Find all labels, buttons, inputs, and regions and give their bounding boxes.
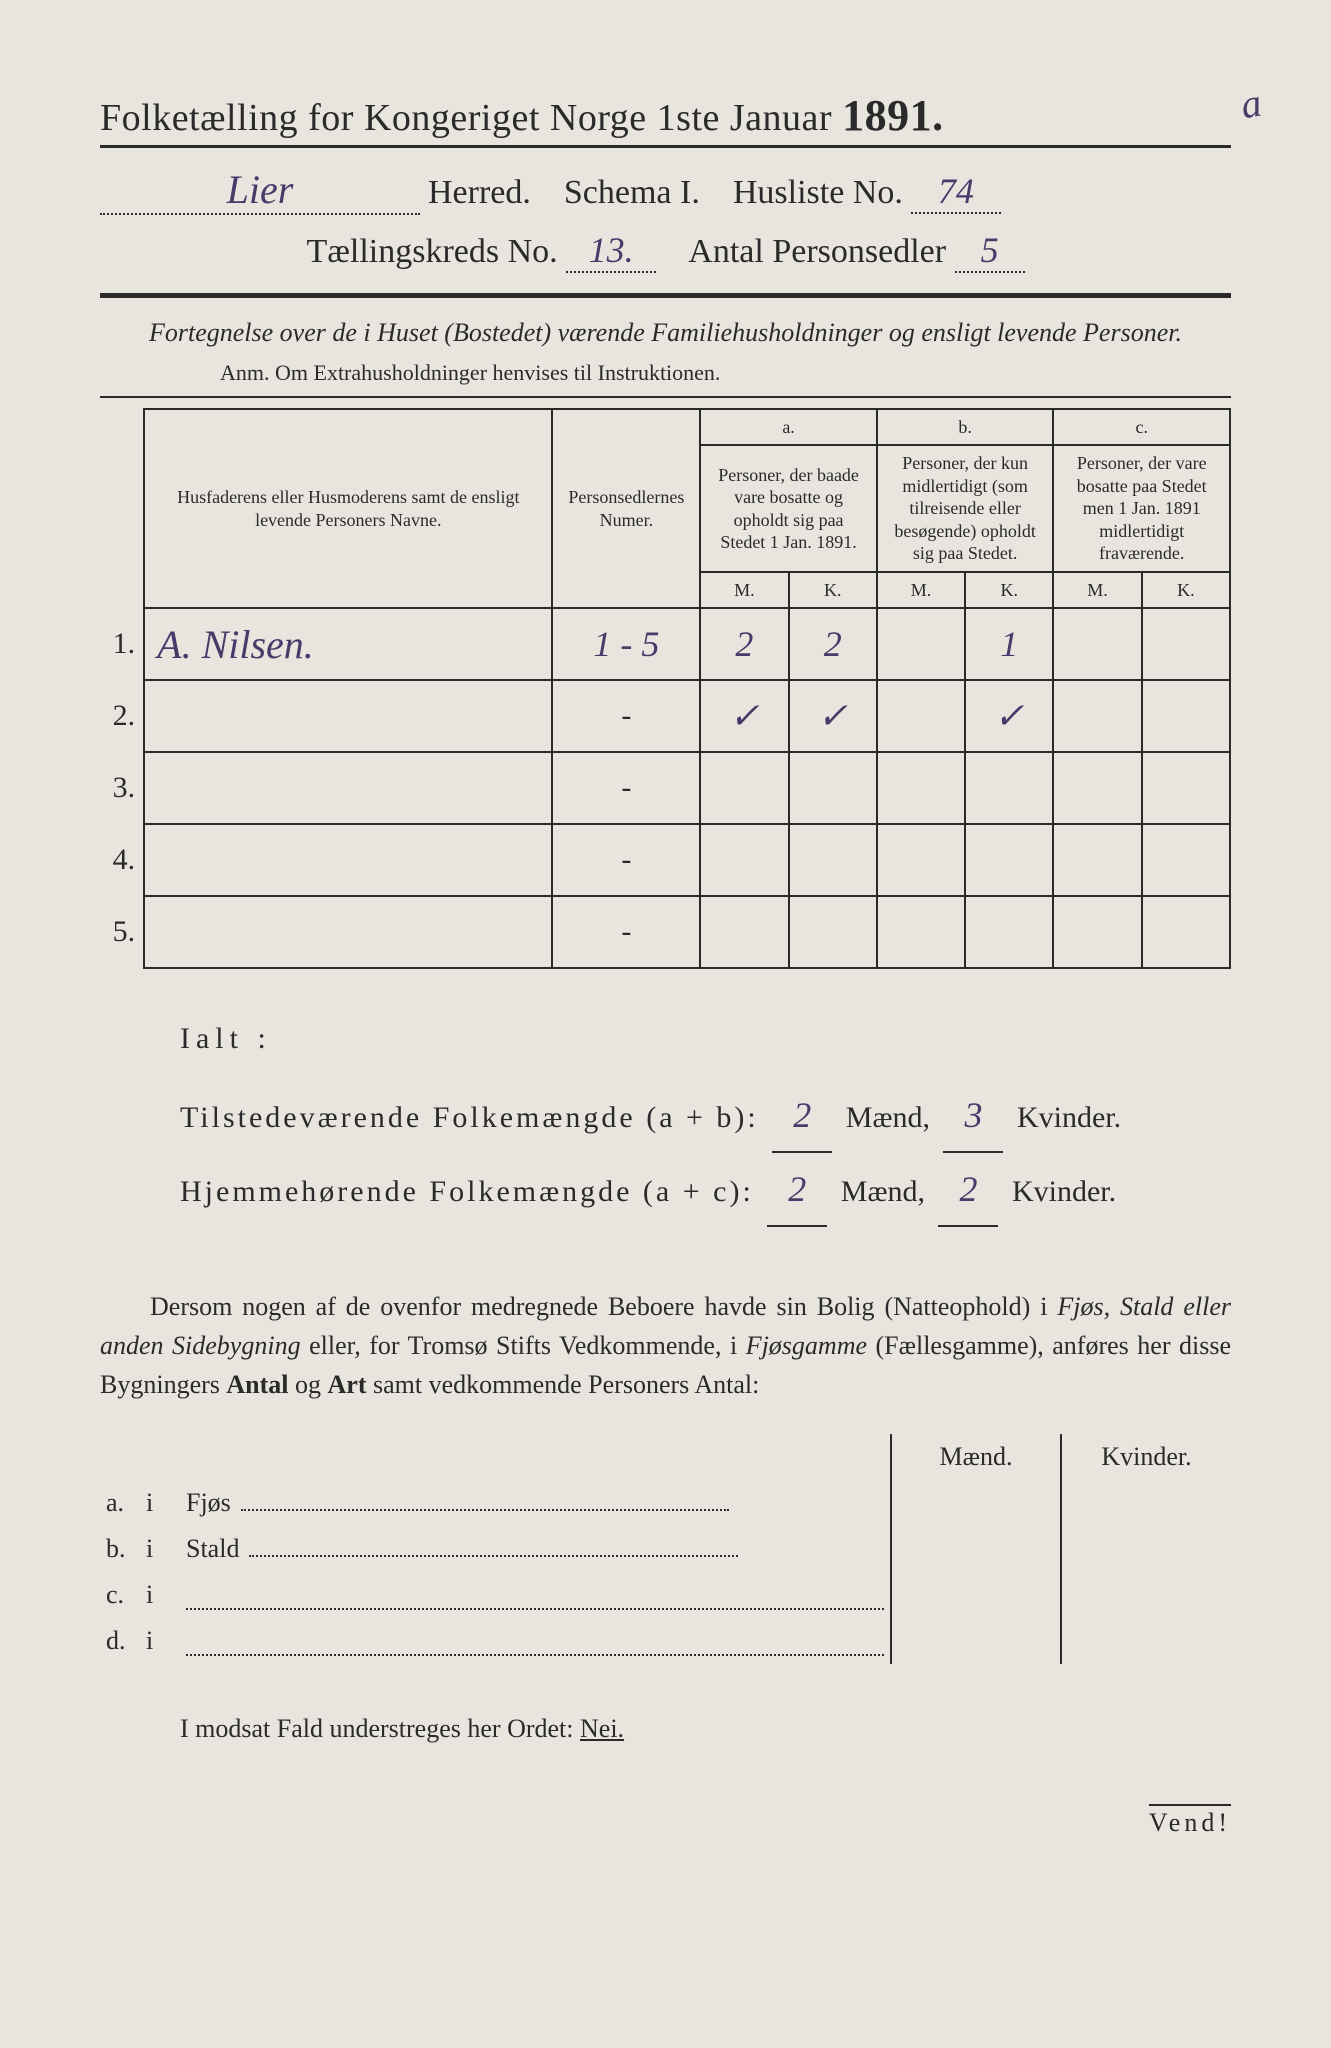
table-row: 2. - ✓ ✓ ✓: [100, 680, 1230, 752]
personsedler-handwritten: 5: [981, 230, 999, 270]
husliste-label: Husliste No.: [733, 174, 903, 212]
col-c-label: c.: [1053, 409, 1230, 446]
col-c-m: M.: [1053, 572, 1141, 609]
row-num: 2.: [100, 680, 144, 752]
row-numer: -: [621, 915, 631, 948]
kreds-no-handwritten: 13.: [589, 230, 634, 270]
ialt-label: Ialt :: [180, 1009, 1231, 1069]
husliste-no-handwritten: 74: [938, 171, 974, 211]
ialt-ac-maend: 2: [788, 1169, 806, 1209]
col-numer-header: Personsedlernes Numer.: [552, 409, 700, 609]
row-numer: -: [621, 843, 631, 876]
herred-line: Lier Herred. Schema I. Husliste No. 74: [100, 166, 1231, 215]
table-row: 3. -: [100, 752, 1230, 824]
col-c-desc: Personer, der vare bosatte paa Stedet me…: [1053, 445, 1230, 572]
sb-kvinder-header: Kvinder.: [1061, 1434, 1231, 1480]
col-a-m: M.: [700, 572, 788, 609]
fortegnelse-subtitle: Fortegnelse over de i Huset (Bostedet) v…: [100, 316, 1231, 350]
sidebygning-table: Mænd. Kvinder. a. i Fjøs b. i Stald c. i: [100, 1434, 1231, 1664]
col-b-desc: Personer, der kun midlertidigt (som tilr…: [877, 445, 1054, 572]
row-num: 5.: [100, 896, 144, 968]
sb-row: c. i: [100, 1572, 1231, 1618]
row-num: 4.: [100, 824, 144, 896]
anm-note: Anm. Om Extrahusholdninger henvises til …: [100, 360, 1231, 386]
tilstedevaerende-line: Tilstedeværende Folkemængde (a + b): 2 M…: [180, 1079, 1231, 1153]
ialt-block: Ialt : Tilstedeværende Folkemængde (a + …: [100, 1009, 1231, 1227]
sb-row: a. i Fjøs: [100, 1480, 1231, 1526]
col-c-k: K.: [1142, 572, 1230, 609]
hjemmehoerende-line: Hjemmehørende Folkemængde (a + c): 2 Mæn…: [180, 1153, 1231, 1227]
col-a-desc: Personer, der baade vare bosatte og opho…: [700, 445, 877, 572]
col-name-header: Husfaderens eller Husmoderens samt de en…: [144, 409, 552, 609]
col-a-k: K.: [789, 572, 877, 609]
col-b-m: M.: [877, 572, 965, 609]
col-a-label: a.: [700, 409, 877, 446]
modsat-line: I modsat Fald understreges her Ordet: Ne…: [100, 1714, 1231, 1744]
row-num: 3.: [100, 752, 144, 824]
row-numer: -: [621, 699, 631, 732]
table-row: 4. -: [100, 824, 1230, 896]
table-row: 1. A. Nilsen. 1 - 5 2 2 1: [100, 608, 1230, 680]
col-b-label: b.: [877, 409, 1054, 446]
kreds-line: Tællingskreds No. 13. Antal Personsedler…: [100, 229, 1231, 273]
vend-label: Vend!: [1149, 1804, 1231, 1838]
kreds-label: Tællingskreds No.: [306, 233, 557, 270]
row-a-k: 2: [824, 624, 842, 664]
row-b-k: ✓: [994, 696, 1024, 736]
nei-underlined: Nei.: [580, 1714, 624, 1743]
row-numer: -: [621, 771, 631, 804]
row-numer: 1 - 5: [593, 624, 659, 664]
title-prefix: Folketælling for Kongeriget Norge 1ste J…: [100, 97, 832, 139]
ialt-ab-kvinder: 3: [964, 1095, 982, 1135]
sb-maend-header: Mænd.: [891, 1434, 1061, 1480]
row-a-m: 2: [735, 624, 753, 664]
herred-label: Herred.: [428, 174, 531, 212]
row-b-k: 1: [1000, 624, 1018, 664]
census-form-page: a Folketælling for Kongeriget Norge 1ste…: [100, 90, 1231, 1744]
sb-row: b. i Stald: [100, 1526, 1231, 1572]
rule-1: [100, 293, 1231, 298]
corner-annotation: a: [1237, 79, 1265, 129]
sidebygning-paragraph: Dersom nogen af de ovenfor medregnede Be…: [100, 1287, 1231, 1404]
ialt-ab-maend: 2: [793, 1095, 811, 1135]
row-a-m: ✓: [729, 696, 759, 736]
col-b-k: K.: [965, 572, 1053, 609]
herred-handwritten: Lier: [227, 167, 294, 212]
schema-label: Schema I.: [564, 174, 700, 212]
personsedler-label: Antal Personsedler: [688, 233, 946, 270]
row-name: A. Nilsen.: [157, 622, 314, 667]
row-num: 1.: [100, 608, 144, 680]
census-table: Husfaderens eller Husmoderens samt de en…: [100, 408, 1231, 970]
title-year: 1891.: [842, 91, 944, 140]
title-line: Folketælling for Kongeriget Norge 1ste J…: [100, 90, 1231, 148]
ialt-ac-kvinder: 2: [959, 1169, 977, 1209]
rule-2: [100, 396, 1231, 398]
row-a-k: ✓: [818, 696, 848, 736]
sb-row: d. i: [100, 1618, 1231, 1664]
table-row: 5. -: [100, 896, 1230, 968]
